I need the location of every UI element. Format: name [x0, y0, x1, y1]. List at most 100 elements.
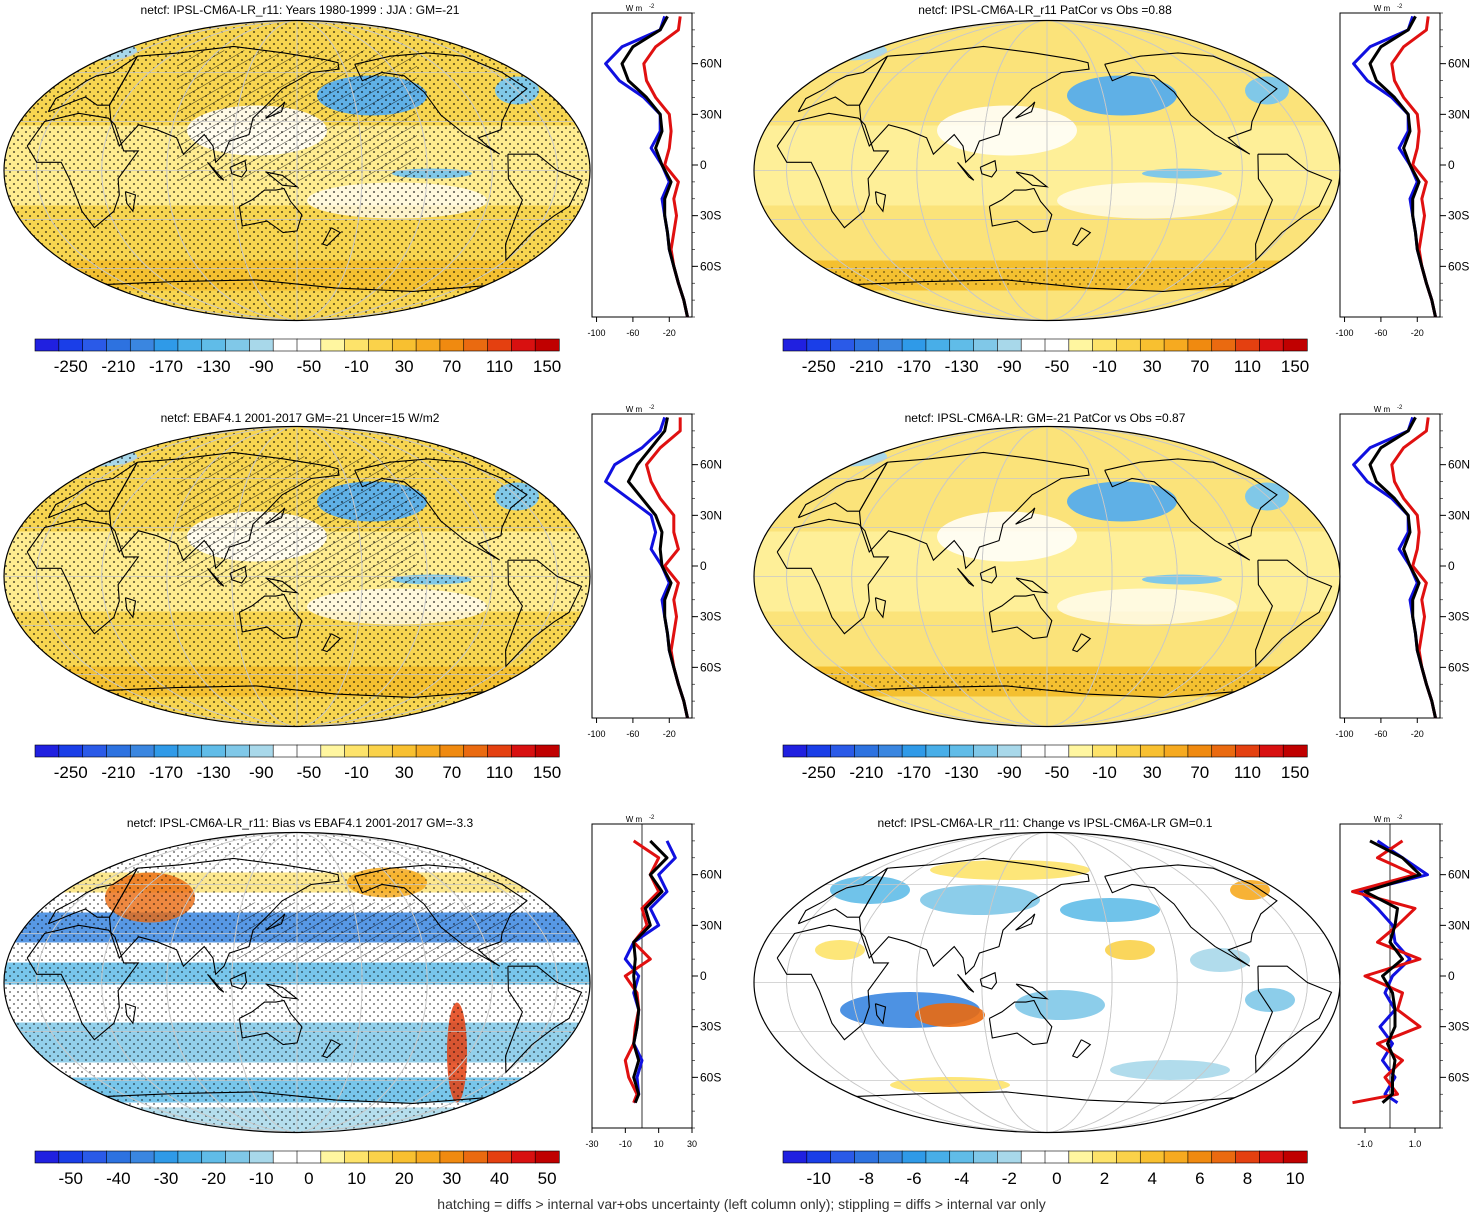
colorbar-swatch: [34, 338, 60, 352]
coastline: [238, 999, 303, 1046]
colorbar-swatch: [1092, 744, 1118, 758]
x-tick-label: 10: [654, 1139, 664, 1149]
colorbar-swatch: [1235, 744, 1260, 758]
colorbar-swatch: [949, 1150, 975, 1164]
colorbar-tick-label: 8: [1243, 1169, 1252, 1188]
lat-tick-label: 30S: [1448, 209, 1469, 223]
colorbar-tick-label: -250: [54, 357, 88, 376]
colorbar-swatch: [201, 744, 227, 758]
colorbar-swatch: [439, 1150, 465, 1164]
field-patch: [890, 1077, 1010, 1093]
colorbar-swatch: [487, 744, 512, 758]
colorbar-swatch: [997, 338, 1022, 352]
colorbar-swatch: [830, 338, 856, 352]
colorbar-swatch: [463, 1150, 489, 1164]
colorbar-swatch: [973, 1150, 998, 1164]
colorbar-1: -250 -210 -170 -130 -90 -50 -10 30 70 110 150: [34, 338, 561, 376]
map-field: [754, 832, 1340, 1133]
colorbar-swatch: [1282, 1150, 1308, 1164]
lat-tick-label: 60N: [700, 868, 722, 882]
colorbar-tick-label: 70: [442, 763, 461, 782]
colorbar-tick-label: -50: [1045, 763, 1070, 782]
colorbar-tick-label: 110: [1234, 357, 1261, 376]
colorbar-swatch: [344, 1150, 370, 1164]
colorbar-tick-label: -210: [849, 763, 883, 782]
colorbar-swatch: [177, 338, 203, 352]
colorbar-swatch: [1092, 338, 1118, 352]
colorbar-swatch: [368, 1150, 393, 1164]
graticule: [4, 426, 590, 727]
colorbar-swatch: [925, 744, 951, 758]
coastline: [207, 567, 225, 587]
units-exponent: -2: [649, 4, 655, 10]
colorbar-swatch: [129, 1150, 155, 1164]
field-patch: [1105, 940, 1155, 960]
colorbar-tick-label: -90: [249, 763, 274, 782]
colorbar-swatch: [106, 338, 131, 352]
coastline: [229, 971, 248, 990]
colorbar-swatches: [782, 338, 1308, 352]
footer-note: hatching = diffs > internal var+obs unce…: [437, 1196, 1046, 1212]
coastline: [957, 161, 975, 181]
field-patch: [937, 105, 1077, 156]
zonal-series-black: [620, 15, 689, 318]
colorbar-swatch: [153, 338, 179, 352]
colorbar-swatch: [1259, 338, 1284, 352]
coastline: [354, 458, 528, 561]
colorbar-swatch: [901, 1150, 927, 1164]
plot-frame: [1339, 12, 1441, 318]
coastline: [858, 857, 1090, 976]
field-patch: [920, 885, 1040, 915]
colorbar-swatch: [782, 744, 808, 758]
colorbar-tick-label: 30: [442, 1169, 461, 1188]
field-patch: [815, 940, 865, 960]
lat-tick-label: 30S: [700, 1020, 721, 1034]
coastline: [1071, 1039, 1092, 1059]
colorbar-swatch: [534, 1150, 560, 1164]
lat-tick-label: 0: [700, 559, 707, 573]
plot-frame: [591, 12, 693, 318]
units-exponent: -2: [1397, 815, 1403, 821]
coastline: [797, 867, 888, 925]
panel-title-4: netcf: IPSL-CM6A-LR: GM=-21 PatCor vs Ob…: [904, 411, 1186, 425]
map-border: [3, 425, 591, 728]
lat-tick-label: 60N: [1448, 458, 1470, 472]
colorbar-swatch: [296, 338, 322, 352]
colorbar-swatch: [153, 744, 179, 758]
field-patch-blue: [1067, 75, 1177, 116]
colorbar-3: -250 -210 -170 -130 -90 -50 -10 30 70 110 150: [34, 744, 561, 782]
field-patch-blue: [1142, 168, 1222, 179]
zonal-series-black: [1368, 416, 1437, 719]
colorbar-swatch: [415, 338, 441, 352]
x-tick-label: -60: [1374, 729, 1387, 739]
field-patch: [1230, 880, 1270, 900]
colorbar-tick-label: -90: [997, 763, 1022, 782]
x-tick-label: -100: [1336, 328, 1354, 338]
field-patch-blue: [1067, 481, 1177, 522]
lat-tick-label: 60S: [700, 259, 721, 273]
units-exponent: -2: [1397, 405, 1403, 411]
colorbar-swatch: [511, 338, 536, 352]
map-field: [754, 426, 1340, 727]
map-field: [4, 832, 590, 1133]
colorbar-tick-label: -170: [149, 763, 183, 782]
colorbar-5: -50 -40 -30 -20 -10 0 10 20 30 40 50: [34, 1150, 560, 1188]
colorbar-tick-label: 6: [1195, 1169, 1204, 1188]
colorbar-swatch: [34, 744, 60, 758]
coastline: [858, 45, 1090, 164]
coastline: [207, 161, 225, 181]
colorbar-swatch: [201, 338, 227, 352]
colorbar-tick-label: -10: [1092, 763, 1117, 782]
colorbar-4: -250 -210 -170 -130 -90 -50 -10 30 70 110 150: [782, 744, 1309, 782]
coastline: [265, 171, 299, 188]
colorbar-swatch: [901, 744, 927, 758]
colorbar-swatch: [511, 744, 536, 758]
coastline: [1015, 577, 1049, 594]
field-patch-blue: [1142, 574, 1222, 585]
colorbar-swatch: [1044, 744, 1070, 758]
colorbar-swatch: [854, 338, 879, 352]
coastline: [1015, 171, 1049, 188]
colorbar-swatch: [1044, 1150, 1070, 1164]
colorbar-swatch: [782, 338, 808, 352]
field-patch: [1057, 182, 1237, 219]
